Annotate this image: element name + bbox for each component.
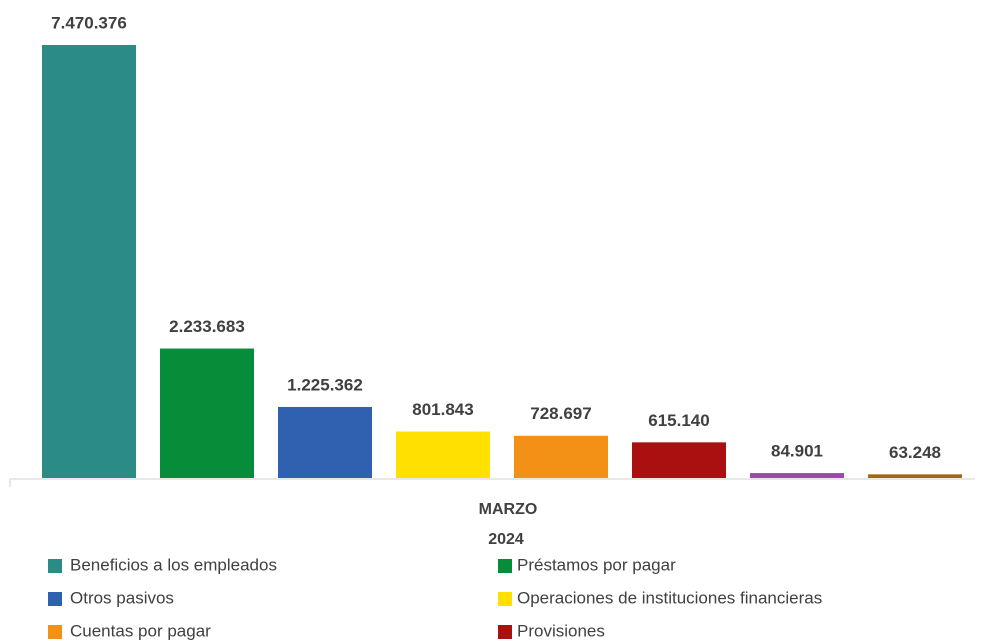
legend-swatch [48, 559, 62, 573]
category-label: MARZO [479, 501, 538, 518]
bar [750, 473, 844, 478]
data-label: 728.697 [530, 404, 591, 423]
bar [278, 406, 372, 478]
bar [868, 474, 962, 478]
data-label: 84.901 [771, 442, 823, 461]
category-group-label: 2024 [488, 531, 524, 548]
data-label: 1.225.362 [287, 375, 363, 394]
legend-label: Operaciones de instituciones financieras [517, 588, 822, 607]
legend-swatch [48, 625, 62, 639]
bar [42, 45, 136, 478]
legend-swatch [498, 559, 512, 573]
legend-swatch [48, 592, 62, 606]
legend-label: Otros pasivos [70, 588, 174, 607]
bar [160, 348, 254, 478]
bar [514, 435, 608, 478]
bar [632, 442, 726, 478]
data-label: 615.140 [648, 411, 709, 430]
legend-swatch [498, 625, 512, 639]
legend-label: Beneficios a los empleados [70, 555, 277, 574]
data-label: 801.843 [412, 400, 473, 419]
legend-swatch [498, 592, 512, 606]
data-label: 7.470.376 [51, 13, 127, 32]
legend-label: Provisiones [517, 621, 605, 640]
legend-label: Cuentas por pagar [70, 621, 211, 640]
legend-label: Préstamos por pagar [517, 555, 676, 574]
bar [396, 431, 490, 478]
data-label: 2.233.683 [169, 317, 245, 336]
data-label: 63.248 [889, 443, 941, 462]
